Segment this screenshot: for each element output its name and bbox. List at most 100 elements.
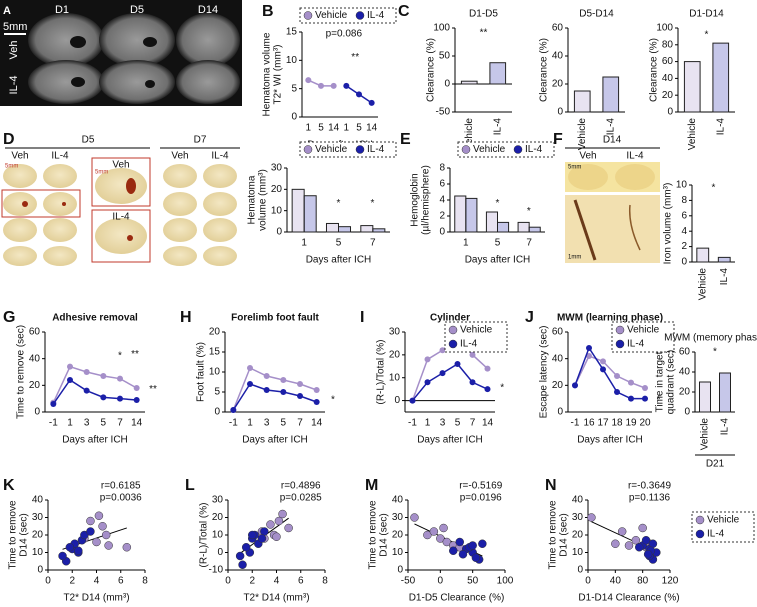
legend-label: Vehicle — [707, 515, 740, 526]
x-tick-label: IL-4 — [719, 268, 730, 286]
legend-box — [299, 7, 397, 24]
x-tick-label: 1 — [425, 418, 431, 429]
panel-letter: L — [185, 477, 195, 494]
point — [133, 397, 140, 403]
point — [98, 522, 107, 531]
point — [247, 381, 253, 387]
x-tick-label: 7 — [526, 238, 532, 249]
x-tick-label: Vehicle — [464, 118, 475, 151]
panel-letter: E — [400, 131, 411, 148]
y-tick-label: 60 — [552, 23, 564, 34]
x-axis-label: Days after ICH — [62, 435, 128, 446]
bar — [325, 222, 340, 233]
point — [442, 537, 452, 547]
annotation: * — [496, 198, 500, 209]
y-axis-label: (R-L)/Total (%) — [376, 339, 387, 404]
chart-title: MWM (memory phase) — [664, 333, 757, 344]
y-tick-label: 5 — [291, 83, 297, 94]
point — [642, 395, 648, 402]
point — [241, 543, 251, 552]
legend-label: IL-4 — [525, 144, 543, 155]
column-label: D5 — [130, 4, 144, 16]
bar — [517, 221, 530, 233]
point — [471, 553, 481, 562]
y-tick-label: 10 — [32, 547, 44, 558]
x-tick-label: -1 — [408, 418, 417, 429]
point — [436, 534, 445, 543]
x-tick-label: 5 — [455, 418, 461, 429]
x-tick-label: 6 — [118, 576, 124, 587]
legend-marker — [615, 325, 625, 335]
x-tick-label: 7 — [117, 418, 123, 429]
y-axis-label: Time to remove — [548, 500, 559, 570]
y-tick-label: 20 — [209, 327, 221, 338]
point — [133, 385, 140, 391]
point — [617, 527, 627, 536]
annotation: p=0.0196 — [460, 493, 502, 504]
annotation: * — [657, 395, 661, 406]
line — [232, 383, 317, 411]
point — [50, 401, 57, 407]
point — [117, 375, 123, 382]
column-label: D14 — [198, 4, 218, 16]
x-tick-label: 14 — [482, 418, 494, 429]
point — [86, 527, 95, 536]
chart-title: D1-D5 — [469, 9, 498, 20]
point — [469, 351, 476, 358]
x-axis-label: Days after ICH — [242, 435, 308, 446]
x-tick-label: 50 — [467, 576, 479, 587]
y-tick-label: 15 — [209, 347, 221, 358]
x-tick-label: -1 — [571, 418, 580, 429]
y-tick-label: -50 — [436, 107, 451, 118]
y-axis-label: Escape latency (sec) — [539, 326, 550, 419]
y-tick-label: 10 — [212, 530, 224, 541]
y-tick-label: 10 — [389, 372, 401, 383]
legend-label: IL-4 — [707, 529, 725, 540]
column-label: IL-4 — [51, 151, 69, 162]
x-axis-label: D1-D5 Clearance (%) — [409, 593, 505, 604]
y-tick-label: 0 — [444, 79, 450, 90]
y-tick-label: 60 — [679, 347, 691, 358]
x-tick-label: 5 — [281, 418, 287, 429]
y-tick-label: 30 — [392, 512, 404, 523]
x-tick-label: 7 — [470, 418, 476, 429]
point — [83, 369, 90, 375]
y-tick-label: 40 — [662, 73, 674, 84]
y-tick-label: 0 — [684, 407, 690, 418]
point — [572, 382, 578, 389]
y-tick-label: 0 — [34, 407, 40, 418]
y-tick-label: 60 — [29, 327, 41, 338]
point — [458, 550, 468, 559]
point — [104, 541, 113, 550]
x-tick-label: 40 — [610, 576, 622, 587]
point — [587, 513, 596, 522]
x-tick-label: 5 — [318, 123, 324, 134]
point — [83, 387, 90, 394]
legend-marker — [355, 145, 365, 154]
scale-label: 5mm — [568, 165, 581, 171]
legend-label: IL-4 — [367, 10, 385, 21]
point — [272, 532, 281, 541]
x-tick-label: 4 — [94, 576, 100, 587]
x-tick-label: Vehicle — [697, 268, 708, 301]
x-tick-label: 4 — [274, 576, 280, 587]
x-tick-label: 1 — [306, 123, 312, 134]
line — [52, 365, 138, 403]
line — [574, 346, 645, 400]
y-axis-label: Iron volume (mm³) — [663, 183, 674, 265]
y-tick-label: 4 — [439, 195, 445, 206]
point — [648, 539, 658, 548]
legend-label: Vehicle — [315, 10, 348, 21]
y-tick-label: 40 — [572, 495, 584, 506]
y-tick-label: 10 — [572, 547, 584, 558]
point — [455, 537, 464, 547]
y-tick-label: 30 — [32, 512, 44, 523]
iron-panel: F D14 Veh IL-4 5mm 1mm — [553, 131, 660, 263]
point — [266, 520, 275, 529]
point — [101, 530, 111, 540]
y-tick-label: 10 — [209, 367, 221, 378]
y-axis-label: (µl/hemisphere) — [421, 165, 432, 235]
point — [628, 379, 634, 386]
y-tick-label: 0 — [681, 257, 687, 268]
point — [92, 537, 101, 547]
